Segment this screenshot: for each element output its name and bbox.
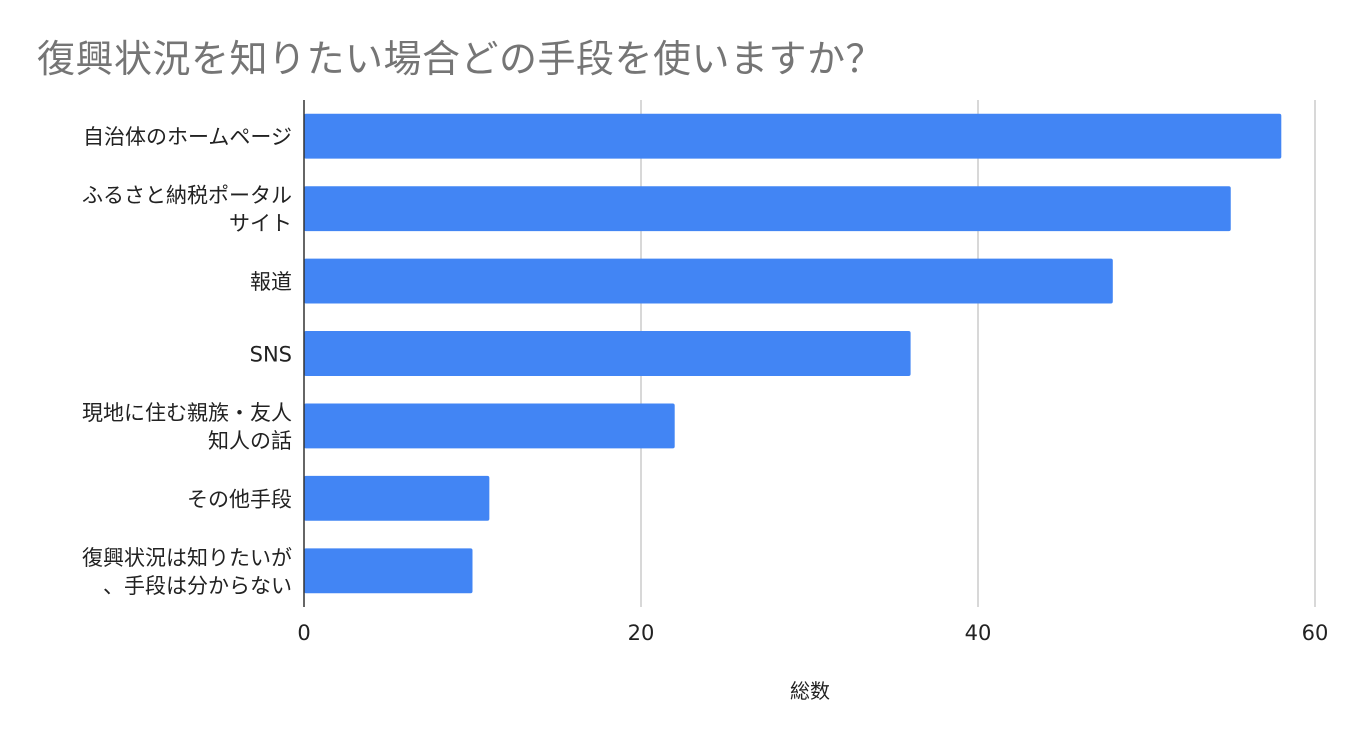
- category-label: 現地に住む親族・友人知人の話: [82, 401, 292, 453]
- x-tick-label: 60: [1302, 621, 1329, 645]
- bar: [304, 475, 490, 521]
- chart-title: 復興状況を知りたい場合どの手段を使いますか？: [37, 37, 885, 81]
- category-label: その他手段: [187, 487, 292, 511]
- x-tick-label: 0: [297, 621, 310, 645]
- category-label: 復興状況は知りたいが、手段は分からない: [82, 546, 292, 598]
- tick-labels: 0 20 40 60: [297, 621, 1328, 645]
- bar: [304, 258, 1113, 304]
- bar: [304, 403, 675, 449]
- category-label: ふるさと納税ポータルサイト: [82, 184, 292, 236]
- x-axis-title: 総数: [790, 679, 830, 703]
- x-tick-label: 40: [965, 621, 992, 645]
- bar: [304, 186, 1231, 232]
- category-label: 自治体のホームページ: [83, 125, 292, 149]
- category-label: 報道: [250, 270, 292, 294]
- x-tick-label: 20: [628, 621, 655, 645]
- category-label: SNS: [250, 343, 292, 367]
- bars: [304, 113, 1282, 594]
- bar: [304, 113, 1282, 159]
- bar: [304, 548, 473, 594]
- bar: [304, 331, 911, 376]
